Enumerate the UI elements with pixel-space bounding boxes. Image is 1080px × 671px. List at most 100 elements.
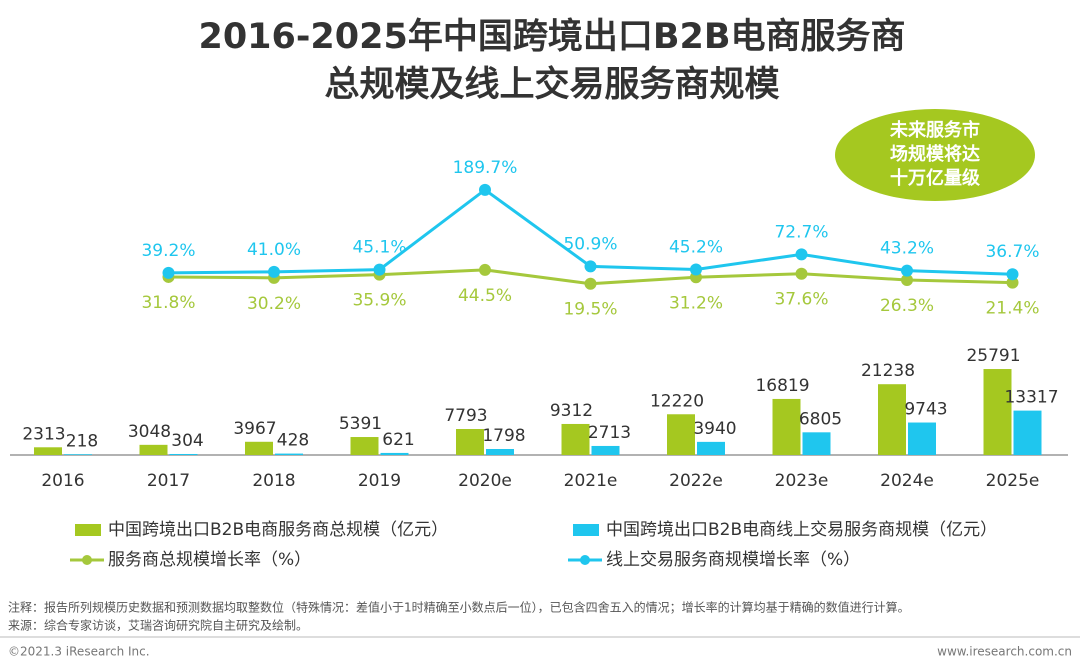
legend-swatch	[75, 524, 101, 536]
data-label: 37.6%	[774, 290, 828, 310]
x-tick-label: 2019	[358, 471, 401, 491]
data-label: 3048	[128, 422, 171, 442]
data-label: 621	[382, 430, 414, 450]
data-label: 5391	[339, 414, 382, 434]
x-tick-label: 2022e	[669, 471, 723, 491]
data-label: 13317	[1004, 388, 1058, 408]
x-tick-label: 2021e	[564, 471, 618, 491]
bar	[139, 444, 168, 455]
data-label: 9743	[904, 400, 947, 420]
chart-title: 2016-2025年中国跨境出口B2B电商服务商	[198, 17, 905, 57]
legend-swatch	[580, 555, 590, 565]
legend-swatch	[573, 524, 599, 536]
data-label: 218	[66, 431, 98, 451]
data-label: 3967	[233, 419, 276, 439]
data-label: 19.5%	[563, 300, 617, 320]
data-label: 1798	[482, 426, 525, 446]
legend-label: 中国跨境出口B2B电商服务商总规模（亿元）	[108, 520, 448, 540]
data-label: 44.5%	[458, 286, 512, 306]
data-label: 31.8%	[141, 293, 195, 313]
x-tick-label: 2016	[41, 471, 84, 491]
bar	[64, 454, 92, 455]
bar	[561, 423, 590, 455]
data-label: 35.9%	[352, 291, 406, 311]
legend-label: 服务商总规模增长率（%）	[108, 550, 311, 570]
bar	[34, 447, 62, 455]
data-label: 189.7%	[453, 158, 518, 178]
data-label: 45.1%	[352, 238, 406, 258]
bar	[486, 449, 514, 455]
data-label: 36.7%	[985, 242, 1039, 262]
legend-swatch	[82, 555, 92, 565]
bar	[983, 369, 1012, 455]
line-point	[268, 265, 280, 278]
bar	[245, 441, 273, 455]
data-label: 45.2%	[669, 238, 723, 258]
data-label: 72.7%	[774, 222, 828, 242]
legend-label: 线上交易服务商规模增长率（%）	[606, 550, 860, 570]
line-point	[901, 273, 913, 286]
chart-title: 总规模及线上交易服务商规模	[324, 64, 779, 105]
line-point	[162, 266, 175, 279]
line-point	[901, 264, 913, 277]
bar	[456, 429, 484, 455]
line-point	[1006, 276, 1019, 289]
data-label: 39.2%	[141, 241, 195, 261]
x-tick-label: 2025e	[986, 471, 1040, 491]
line-point	[690, 263, 702, 276]
data-label: 21.4%	[985, 299, 1039, 319]
line-point	[1006, 268, 1019, 281]
bar	[275, 453, 303, 455]
data-label: 21238	[861, 361, 915, 381]
data-label: 41.0%	[247, 240, 301, 260]
bar	[350, 437, 379, 455]
bar	[802, 432, 831, 455]
bar	[697, 441, 725, 455]
data-label: 25791	[966, 346, 1020, 366]
data-label: 3940	[693, 419, 736, 439]
x-tick-label: 2020e	[458, 471, 512, 491]
bar	[908, 422, 936, 455]
copyright: ©2021.3 iResearch Inc.	[8, 645, 150, 659]
data-label: 12220	[650, 391, 704, 411]
annotation: 十万亿量级	[890, 167, 981, 189]
line-point	[795, 267, 808, 280]
data-label: 9312	[550, 401, 593, 421]
x-tick-label: 2018	[252, 471, 295, 491]
line-point	[373, 263, 386, 276]
data-label: 2713	[588, 423, 631, 443]
note: 注释：报告所列规模历史数据和预测数据均取整数位（特殊情况：差值小于1时精确至小数…	[8, 600, 910, 615]
annotation-bubble	[835, 109, 1035, 201]
data-label: 43.2%	[880, 239, 934, 259]
data-label: 26.3%	[880, 296, 934, 316]
data-label: 31.2%	[669, 293, 723, 313]
data-label: 50.9%	[563, 234, 617, 254]
annotation: 未来服务市	[890, 119, 980, 141]
line-point	[795, 248, 808, 261]
x-tick-label: 2023e	[775, 471, 829, 491]
data-label: 16819	[755, 376, 809, 396]
data-label: 6805	[799, 409, 842, 429]
annotation: 场规模将达	[890, 143, 980, 165]
website: www.iresearch.com.cn	[937, 645, 1072, 659]
line-point	[584, 277, 597, 290]
line-point	[584, 260, 597, 273]
x-tick-label: 2024e	[880, 471, 934, 491]
line-point	[479, 263, 491, 276]
x-tick-label: 2017	[147, 471, 190, 491]
legend-label: 中国跨境出口B2B电商线上交易服务商规模（亿元）	[606, 520, 997, 540]
data-label: 30.2%	[247, 294, 301, 314]
source: 来源：综合专家访谈，艾瑞咨询研究院自主研究及绘制。	[8, 618, 308, 633]
bar	[169, 453, 198, 455]
data-label: 2313	[22, 424, 65, 444]
bar	[1013, 410, 1042, 455]
bar	[667, 414, 695, 455]
line-point	[479, 183, 491, 196]
bar	[772, 398, 801, 455]
data-label: 7793	[444, 406, 487, 426]
data-label: 304	[171, 431, 203, 451]
bar	[380, 452, 409, 455]
bar	[878, 384, 906, 455]
data-label: 428	[277, 431, 309, 451]
